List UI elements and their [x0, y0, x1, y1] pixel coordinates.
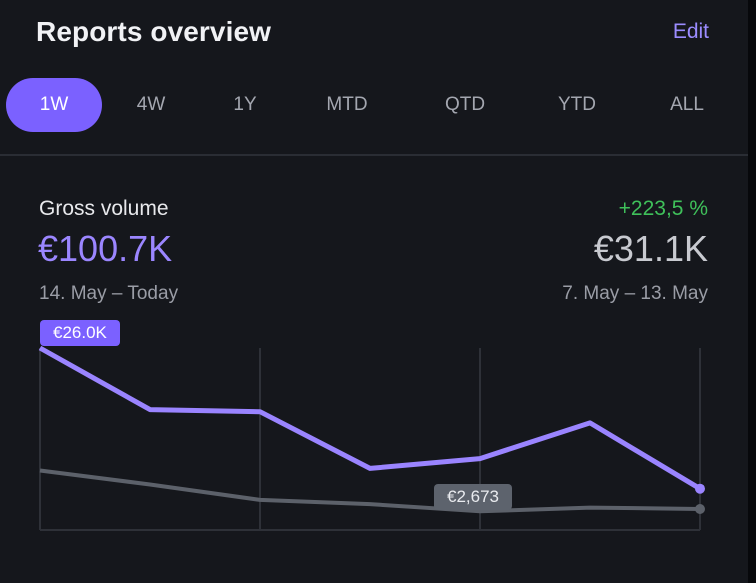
- gridlines: [39, 348, 701, 531]
- previous-series-endpoint: [695, 504, 705, 514]
- current-series: [38, 345, 705, 494]
- header-divider: [0, 154, 748, 156]
- current-series-line: [38, 345, 702, 491]
- chart-svg: [38, 345, 705, 531]
- tab-1y[interactable]: 1Y: [233, 94, 257, 115]
- edit-button[interactable]: Edit: [672, 20, 709, 43]
- previous-series-line: [39, 468, 701, 514]
- previous-value: €31.1K: [593, 228, 708, 269]
- tab-ytd[interactable]: YTD: [558, 94, 596, 115]
- gross-volume-chart[interactable]: €26.0K €2,673: [0, 310, 748, 550]
- current-range: 14. May – Today: [39, 283, 179, 304]
- metric-label: Gross volume: [39, 197, 169, 220]
- period-tabs: 1W 4W 1Y MTD QTD YTD ALL: [0, 78, 748, 132]
- tab-1w[interactable]: 1W: [6, 78, 102, 132]
- previous-value-badge: €2,673: [434, 484, 512, 510]
- metric-change: +223,5 %: [618, 197, 708, 220]
- tab-all[interactable]: ALL: [670, 94, 704, 115]
- previous-series: [39, 468, 705, 514]
- previous-range: 7. May – 13. May: [562, 283, 708, 304]
- tab-mtd[interactable]: MTD: [326, 94, 368, 115]
- current-series-endpoint: [695, 483, 705, 494]
- page-title: Reports overview: [36, 16, 272, 47]
- current-value: €100.7K: [38, 228, 173, 269]
- tab-4w[interactable]: 4W: [136, 94, 166, 115]
- tab-qtd[interactable]: QTD: [444, 94, 486, 115]
- peak-value-badge: €26.0K: [40, 320, 120, 346]
